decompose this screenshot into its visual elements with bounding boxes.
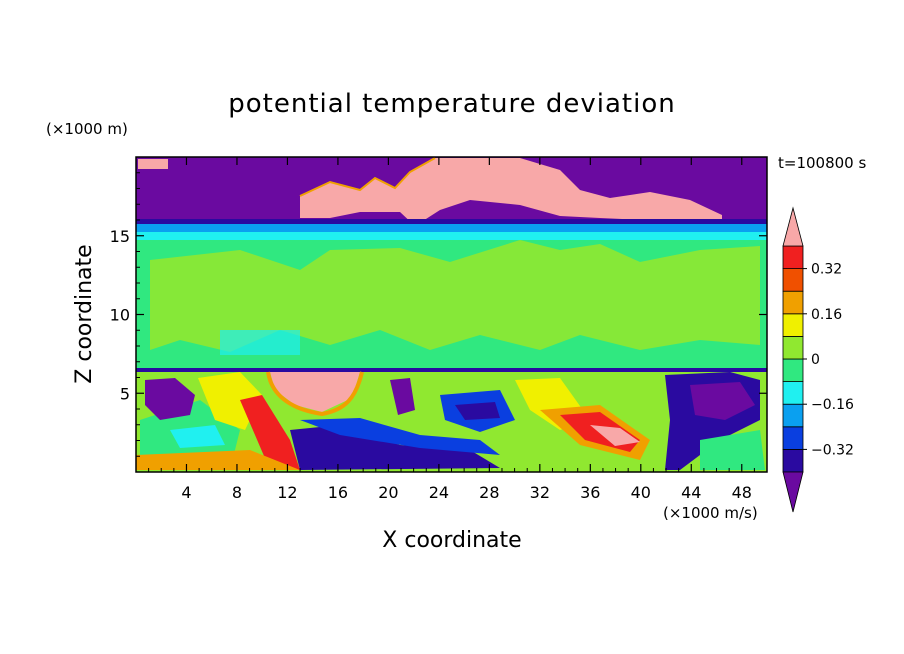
x-unit-label: (×1000 m/s) (663, 504, 758, 522)
colorbar-tick-label: −0.16 (811, 397, 854, 413)
boundary-band (136, 368, 767, 372)
warm-patch-corner (138, 159, 168, 169)
colorbar-band (782, 448, 804, 473)
warm-anomaly-top (300, 158, 722, 226)
lower-purple-left (145, 378, 195, 420)
lower-orange-ring (266, 371, 364, 417)
lower-green-right (700, 430, 765, 470)
x-tick-label: 12 (277, 483, 297, 502)
lower-cyan-patch (170, 425, 225, 448)
colorbar-tick-label: −0.32 (811, 442, 854, 458)
colorbar-band (782, 290, 804, 315)
low-level-cyan (220, 330, 300, 355)
mid-level-warm-region (150, 240, 760, 352)
colorbar-band (782, 335, 804, 360)
lower-blue-band (290, 425, 500, 470)
colorbar-tick-label: 0.16 (811, 307, 842, 323)
lower-pink-dome (270, 372, 360, 412)
y-axis-ticks: 5 10 15 (110, 172, 767, 457)
colorbar-band (782, 426, 804, 450)
colorbar-band (782, 313, 804, 337)
x-tick-label: 24 (429, 483, 449, 502)
x-tick-label: 16 (328, 483, 348, 502)
lower-blue-edge (300, 418, 500, 455)
y-tick-label: 15 (110, 227, 130, 246)
x-tick-label: 40 (631, 483, 651, 502)
colorbar-top-arrow (782, 206, 804, 247)
x-tick-label: 48 (732, 483, 752, 502)
lower-yellow-left (198, 372, 262, 430)
colorbar-band (782, 268, 804, 292)
x-tick-label: 28 (479, 483, 499, 502)
y-tick-label: 5 (120, 384, 130, 403)
x-tick-label: 20 (378, 483, 398, 502)
warm-anomaly-top-edge (299, 157, 436, 197)
x-tick-label: 4 (181, 483, 191, 502)
x-axis-ticks: 4 8 12 16 20 24 28 32 36 40 44 48 (148, 157, 755, 502)
lower-pink-core (590, 425, 640, 446)
tropopause-band-2 (136, 224, 767, 232)
colorbar-band (782, 403, 804, 428)
upper-troposphere-cyan (136, 232, 767, 240)
colorbar-tick-label: 0.32 (811, 262, 842, 278)
x-axis-label: X coordinate (382, 528, 521, 553)
tropopause-band (136, 219, 767, 224)
y-unit-label: (×1000 m) (46, 120, 128, 138)
lower-orange-band (136, 450, 300, 470)
chart-title: potential temperature deviation (228, 89, 675, 119)
lower-purple-right (690, 382, 755, 420)
time-label: t=100800 s (778, 154, 866, 172)
lower-darkblue-mid (455, 402, 500, 420)
colorbar-tick-label: 0 (811, 352, 820, 368)
colorbar-band (782, 358, 804, 383)
lower-red-streak (240, 395, 300, 470)
x-tick-label: 8 (232, 483, 242, 502)
x-tick-label: 44 (681, 483, 701, 502)
colorbar-band (782, 381, 804, 405)
x-tick-label: 32 (530, 483, 550, 502)
y-axis-label: Z coordinate (72, 244, 97, 383)
y-tick-label: 10 (110, 306, 130, 325)
colorbar: 0.32 0.16 0 −0.16 −0.32 (782, 206, 854, 513)
colorbar-bottom-arrow (782, 471, 804, 513)
heatmap-plot (136, 157, 767, 472)
colorbar-band (782, 245, 804, 270)
x-tick-label: 36 (580, 483, 600, 502)
lower-purple-mid (390, 378, 415, 415)
